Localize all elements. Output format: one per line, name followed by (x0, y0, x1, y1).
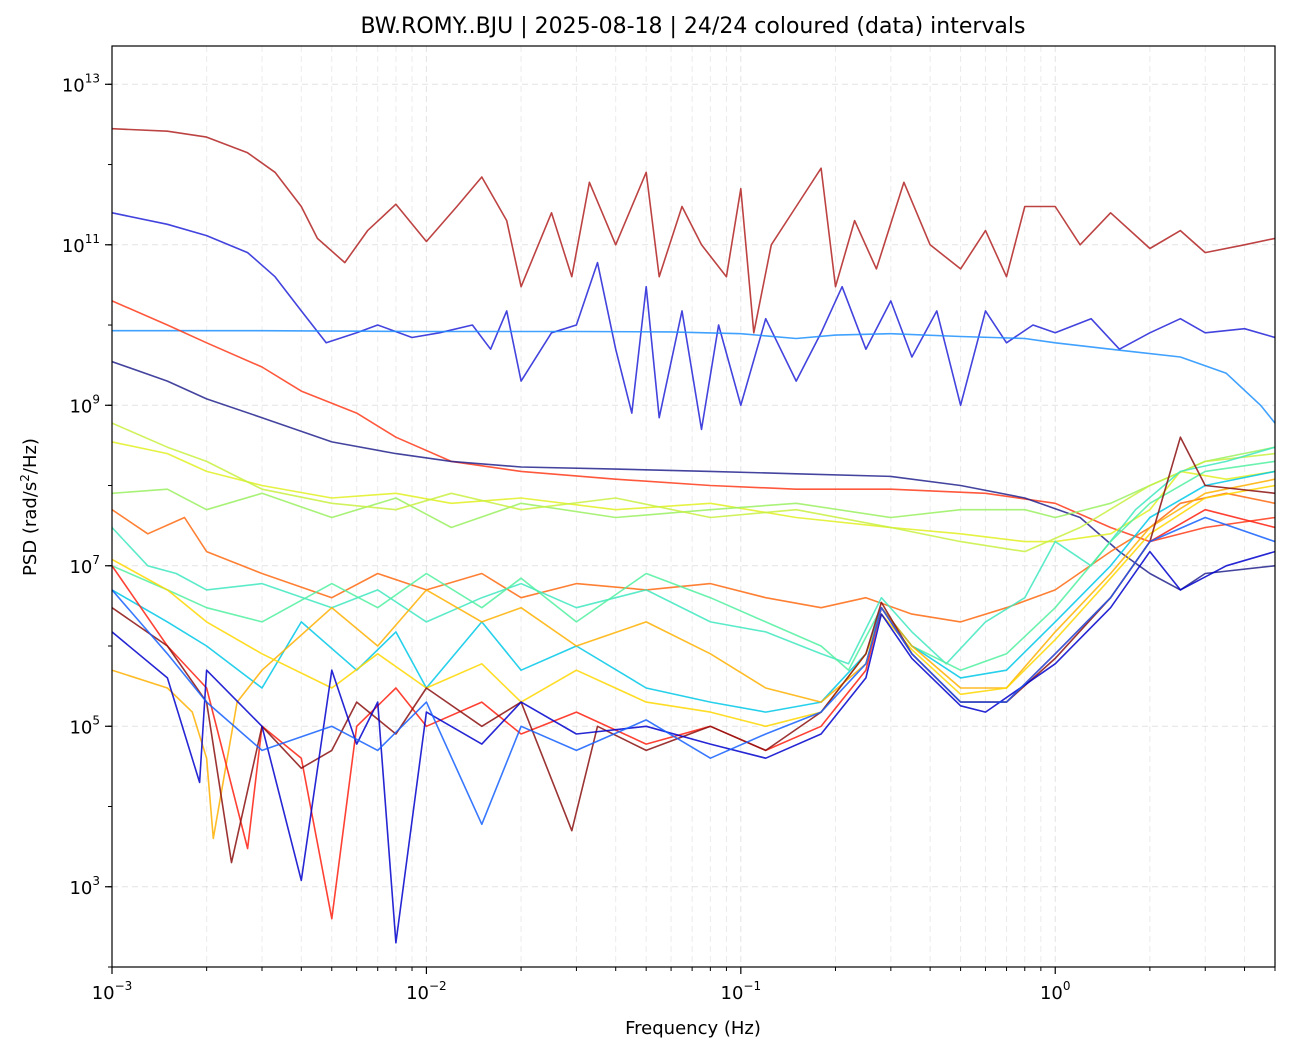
y-tick-label: 105 (69, 713, 100, 738)
y-tick-label-exponent: 3 (92, 874, 100, 888)
y-tick-label-base: 10 (69, 878, 92, 899)
series-group (112, 127, 1275, 944)
x-tick-label-base: 10 (721, 983, 744, 1004)
x-tick-label: 10−1 (721, 979, 762, 1004)
y-tick-label-base: 10 (62, 75, 85, 96)
chart-title: BW.ROMY..BJU | 2025-08-18 | 24/24 colour… (361, 14, 1026, 39)
x-tick-label-base: 10 (406, 983, 429, 1004)
series-line-11 (112, 460, 1275, 671)
series-line-7 (112, 446, 1275, 529)
series-line-6 (112, 441, 1275, 543)
x-tick-label-exponent: −1 (743, 979, 761, 993)
y-axis-label-part-1: PSD (rad/s (20, 482, 41, 576)
y-tick-label-exponent: 9 (92, 392, 100, 406)
x-tick-label-exponent: −2 (429, 979, 447, 993)
x-tick-label-exponent: 0 (1063, 979, 1071, 993)
y-tick-label: 1013 (62, 71, 100, 96)
y-axis-label-superscript: 2 (18, 474, 32, 482)
y-tick-label-base: 10 (69, 717, 92, 738)
x-tick-label-base: 10 (1040, 983, 1063, 1004)
y-tick-label-exponent: 11 (85, 232, 100, 246)
y-axis-label: PSD (rad/s2/Hz) (18, 438, 41, 576)
series-line-9 (112, 492, 1275, 623)
series-line-12 (112, 470, 1275, 713)
y-axis-label-part-2: /Hz) (20, 438, 41, 474)
y-tick-label: 103 (69, 874, 100, 899)
x-tick-label-exponent: −3 (115, 979, 133, 993)
x-tick-label: 10−3 (92, 979, 133, 1004)
series-line-17 (112, 550, 1275, 944)
series-line-2 (112, 212, 1275, 431)
series-line-14 (112, 484, 1275, 728)
y-tick-label: 109 (69, 392, 100, 417)
y-tick-label-exponent: 7 (92, 553, 100, 567)
y-tick-label-exponent: 13 (85, 71, 100, 85)
x-tick-label: 10−2 (406, 979, 447, 1004)
series-line-15 (112, 508, 1275, 920)
y-tick-label: 107 (69, 553, 100, 578)
x-axis-label: Frequency (Hz) (625, 1018, 761, 1039)
y-tick-label-base: 10 (69, 396, 92, 417)
x-tick-label-base: 10 (92, 983, 115, 1004)
y-tick-label-base: 10 (62, 236, 85, 257)
series-line-16 (112, 436, 1275, 864)
series-line-5 (112, 360, 1275, 591)
y-tick-label: 1011 (62, 232, 100, 257)
series-line-8 (112, 422, 1275, 553)
series-line-18 (112, 516, 1275, 826)
series-line-10 (112, 446, 1275, 665)
y-tick-label-base: 10 (69, 557, 92, 578)
series-line-13 (112, 478, 1275, 840)
x-tick-label: 100 (1040, 979, 1071, 1004)
series-line-3 (112, 329, 1275, 424)
plot-frame (111, 45, 1276, 968)
y-tick-label-exponent: 5 (92, 713, 100, 727)
series-line-1 (112, 127, 1275, 334)
series-line-4 (112, 300, 1275, 543)
